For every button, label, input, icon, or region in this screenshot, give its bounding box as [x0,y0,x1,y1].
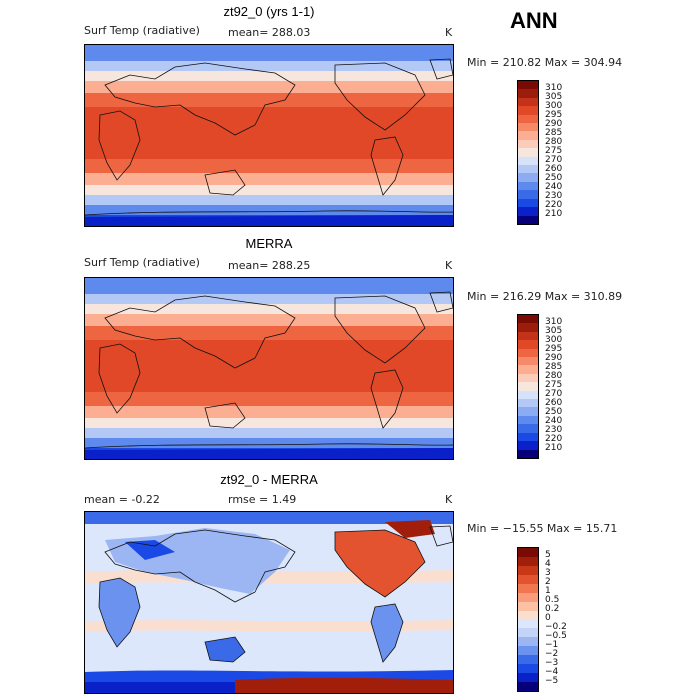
panel-2-colorbar [517,314,539,459]
colorbar-1-tick: 230 [545,191,563,201]
colorbar-3-tick: −0.5 [545,631,567,641]
colorbar-3-tick: 5 [545,550,551,560]
panel-1-units-label: K [445,26,453,39]
colorbar-1-tick: 290 [545,119,563,129]
colorbar-1-tick: 260 [545,164,563,174]
panel-2-map [84,277,454,460]
panel-1-colorbar [517,80,539,225]
panel-3-minmax-label: Min = −15.55 Max = 15.71 [467,522,618,535]
colorbar-2-tick: 275 [545,380,563,390]
colorbar-3-tick: 0.5 [545,595,560,605]
colorbar-2-tick: 290 [545,353,563,363]
panel-2-variable-label: Surf Temp (radiative) [84,256,200,269]
panel-3-map-plot [85,512,453,693]
colorbar-3-tick: −1 [545,640,559,650]
colorbar-3-tick: 1 [545,586,551,596]
colorbar-1-tick: 240 [545,182,563,192]
colorbar-1-tick: 285 [545,128,563,138]
panel-1-mean-label: mean= 288.03 [228,26,311,39]
panel-1-minmax-label: Min = 210.82 Max = 304.94 [467,56,623,69]
colorbar-3-tick: −4 [545,667,559,677]
colorbar-2-tick: 300 [545,335,563,345]
colorbar-1-tick: 300 [545,101,563,111]
colorbar-2-tick: 220 [545,434,563,444]
colorbar-3-tick: 0.2 [545,604,560,614]
colorbar-3-tick: −5 [545,676,559,686]
panel-2-mean-label: mean= 288.25 [228,259,311,272]
colorbar-2-tick: 210 [545,443,563,453]
colorbar-1-tick: 250 [545,173,563,183]
panel-3-title: zt92_0 - MERRA [220,472,318,487]
colorbar-1-tick: 210 [545,209,563,219]
colorbar-1-tick: 220 [545,200,563,210]
colorbar-2-tick: 230 [545,425,563,435]
panel-3-colorbar [517,547,539,692]
panel-2-units-label: K [445,259,453,272]
colorbar-3-tick: 2 [545,577,551,587]
colorbar-1-tick: 305 [545,92,563,102]
colorbar-2-tick: 270 [545,389,563,399]
colorbar-2-tick: 285 [545,362,563,372]
panel-2-map-plot [85,278,453,459]
panel-1-variable-label: Surf Temp (radiative) [84,24,200,37]
colorbar-3-tick: 0 [545,613,551,623]
season-label: ANN [510,8,558,33]
colorbar-3-tick: −2 [545,649,559,659]
colorbar-2-tick: 260 [545,398,563,408]
colorbar-2-tick: 310 [545,317,563,327]
colorbar-1-tick: 280 [545,137,563,147]
colorbar-1-tick: 275 [545,146,563,156]
colorbar-2-tick: 250 [545,407,563,417]
panel-2-title: MERRA [245,236,293,251]
panel-2-minmax-label: Min = 216.29 Max = 310.89 [467,290,623,303]
panel-1-map [84,44,454,227]
colorbar-1-tick: 270 [545,155,563,165]
panel-3-mean-label: mean = -0.22 [84,493,160,506]
panel-3-units-label: K [445,493,453,506]
colorbar-3-tick: 3 [545,568,551,578]
colorbar-2-tick: 280 [545,371,563,381]
panel-3-rmse-label: rmse = 1.49 [228,493,297,506]
colorbar-3-tick: −3 [545,658,559,668]
colorbar-2-tick: 240 [545,416,563,426]
panel-3-map [84,511,454,694]
colorbar-1-tick: 295 [545,110,563,120]
colorbar-1-tick: 310 [545,83,563,93]
colorbar-2-tick: 305 [545,326,563,336]
colorbar-2-tick: 295 [545,344,563,354]
panel-1-title: zt92_0 (yrs 1-1) [223,4,315,19]
panel-1-map-plot [85,45,453,226]
colorbar-3-tick: −0.2 [545,622,567,632]
colorbar-3-tick: 4 [545,559,551,569]
